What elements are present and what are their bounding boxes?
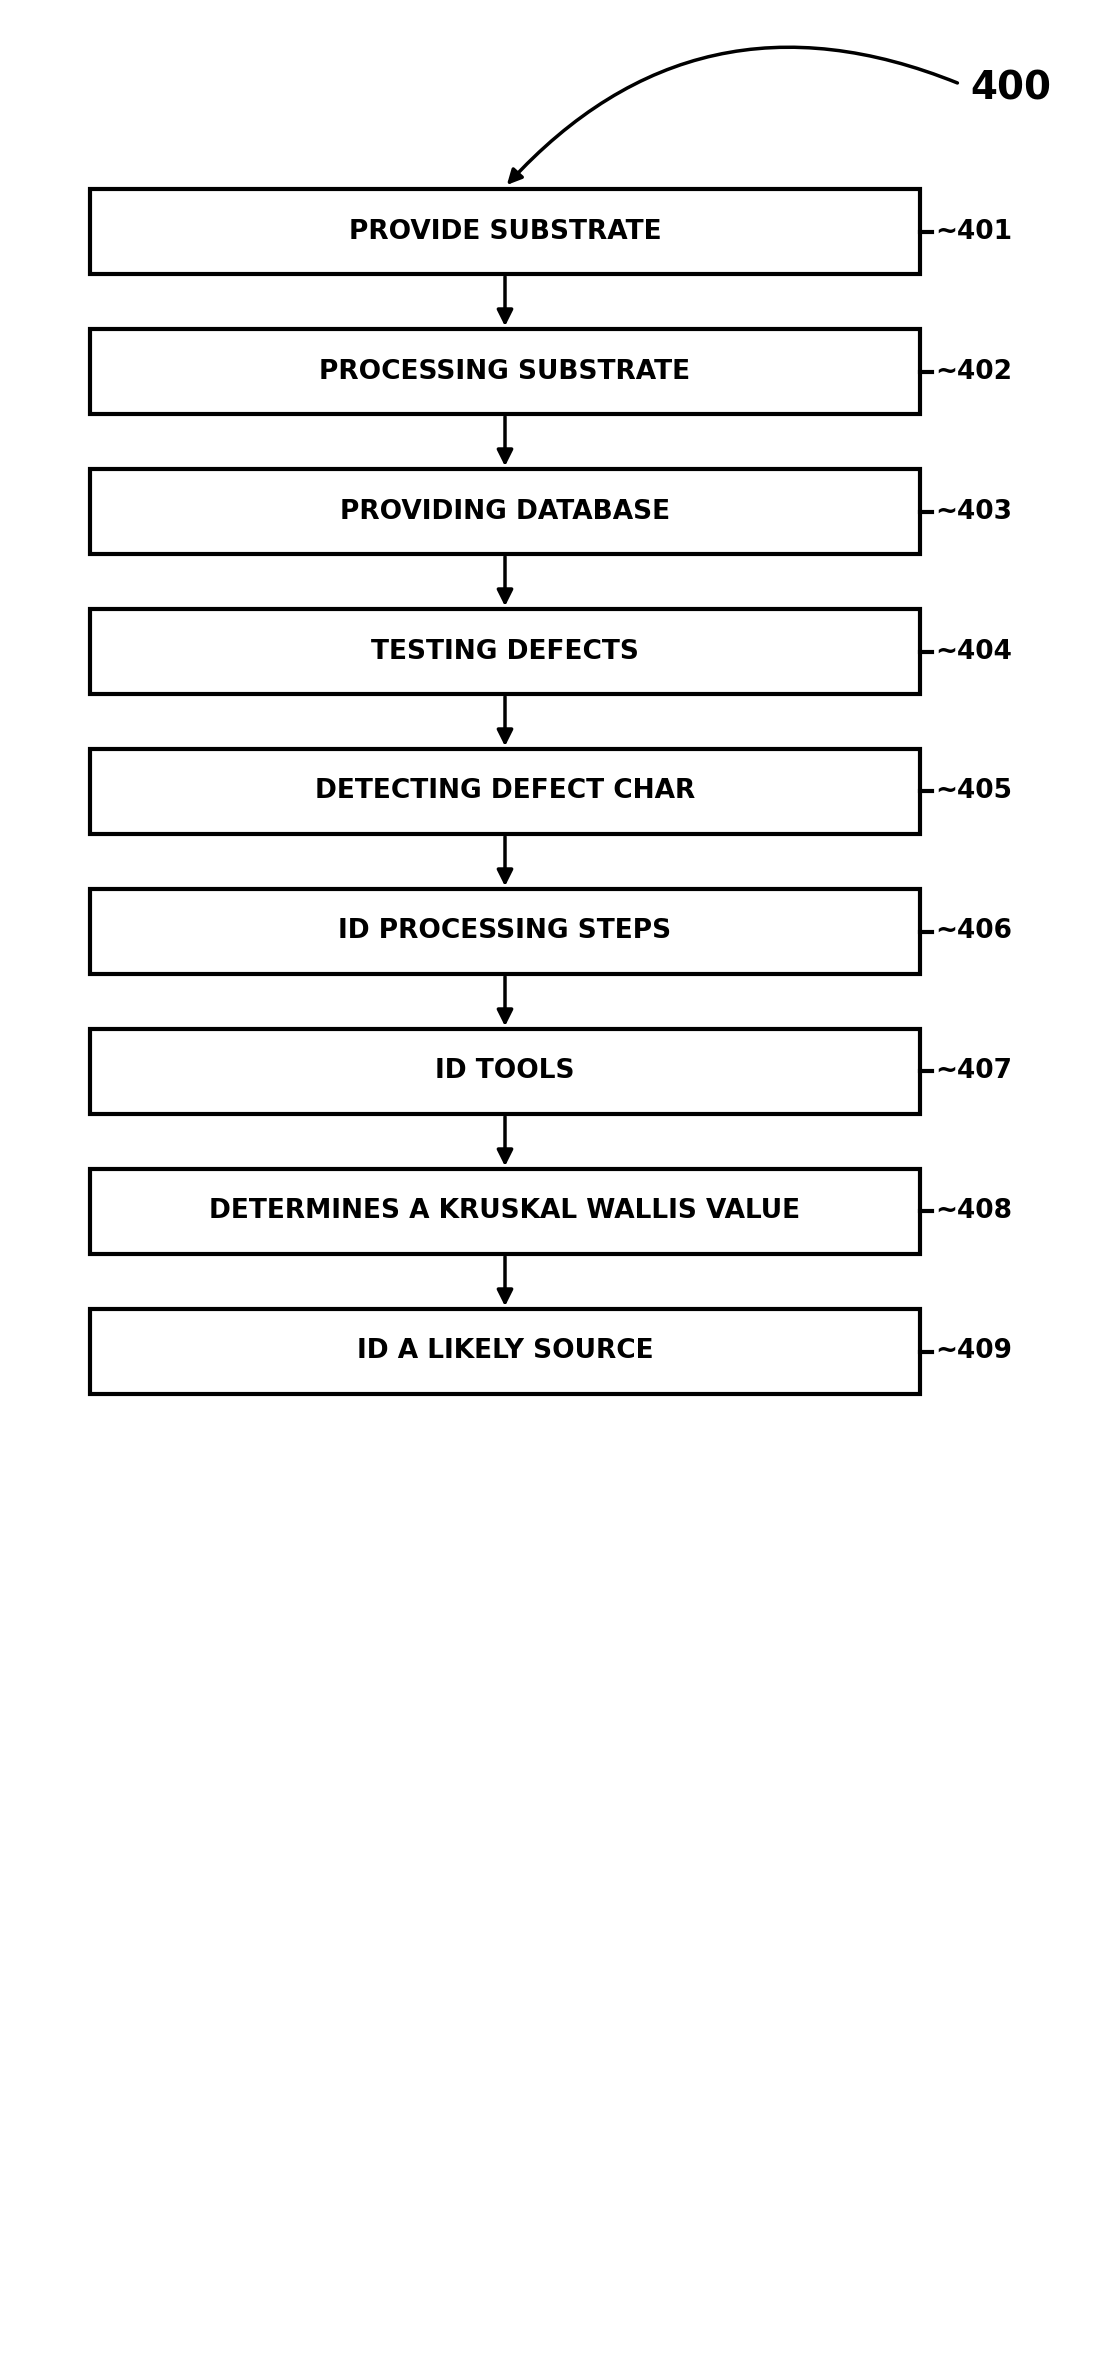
- Text: PROCESSING SUBSTRATE: PROCESSING SUBSTRATE: [319, 358, 691, 384]
- Bar: [90, 469, 920, 554]
- Bar: [90, 190, 920, 275]
- Text: DETERMINES A KRUSKAL WALLIS VALUE: DETERMINES A KRUSKAL WALLIS VALUE: [209, 1199, 801, 1225]
- Text: ~408: ~408: [935, 1199, 1012, 1225]
- Bar: [90, 1028, 920, 1113]
- Text: ID PROCESSING STEPS: ID PROCESSING STEPS: [338, 919, 672, 945]
- Text: PROVIDE SUBSTRATE: PROVIDE SUBSTRATE: [348, 218, 661, 244]
- Text: ID TOOLS: ID TOOLS: [436, 1059, 575, 1085]
- Bar: [90, 888, 920, 974]
- Text: ~406: ~406: [935, 919, 1012, 945]
- Bar: [90, 329, 920, 415]
- Text: ~404: ~404: [935, 640, 1011, 663]
- Bar: [90, 749, 920, 834]
- Text: ~401: ~401: [935, 218, 1012, 244]
- Text: DETECTING DEFECT CHAR: DETECTING DEFECT CHAR: [315, 779, 696, 805]
- Text: PROVIDING DATABASE: PROVIDING DATABASE: [340, 497, 670, 524]
- Bar: [90, 1310, 920, 1393]
- Text: ~409: ~409: [935, 1338, 1012, 1365]
- Text: ID A LIKELY SOURCE: ID A LIKELY SOURCE: [356, 1338, 653, 1365]
- Text: ~403: ~403: [935, 497, 1012, 524]
- Bar: [90, 1168, 920, 1253]
- Bar: [90, 609, 920, 694]
- Text: TESTING DEFECTS: TESTING DEFECTS: [371, 640, 638, 663]
- Text: ~405: ~405: [935, 779, 1012, 805]
- Text: ~402: ~402: [935, 358, 1012, 384]
- Text: 400: 400: [970, 69, 1051, 107]
- Text: ~407: ~407: [935, 1059, 1012, 1085]
